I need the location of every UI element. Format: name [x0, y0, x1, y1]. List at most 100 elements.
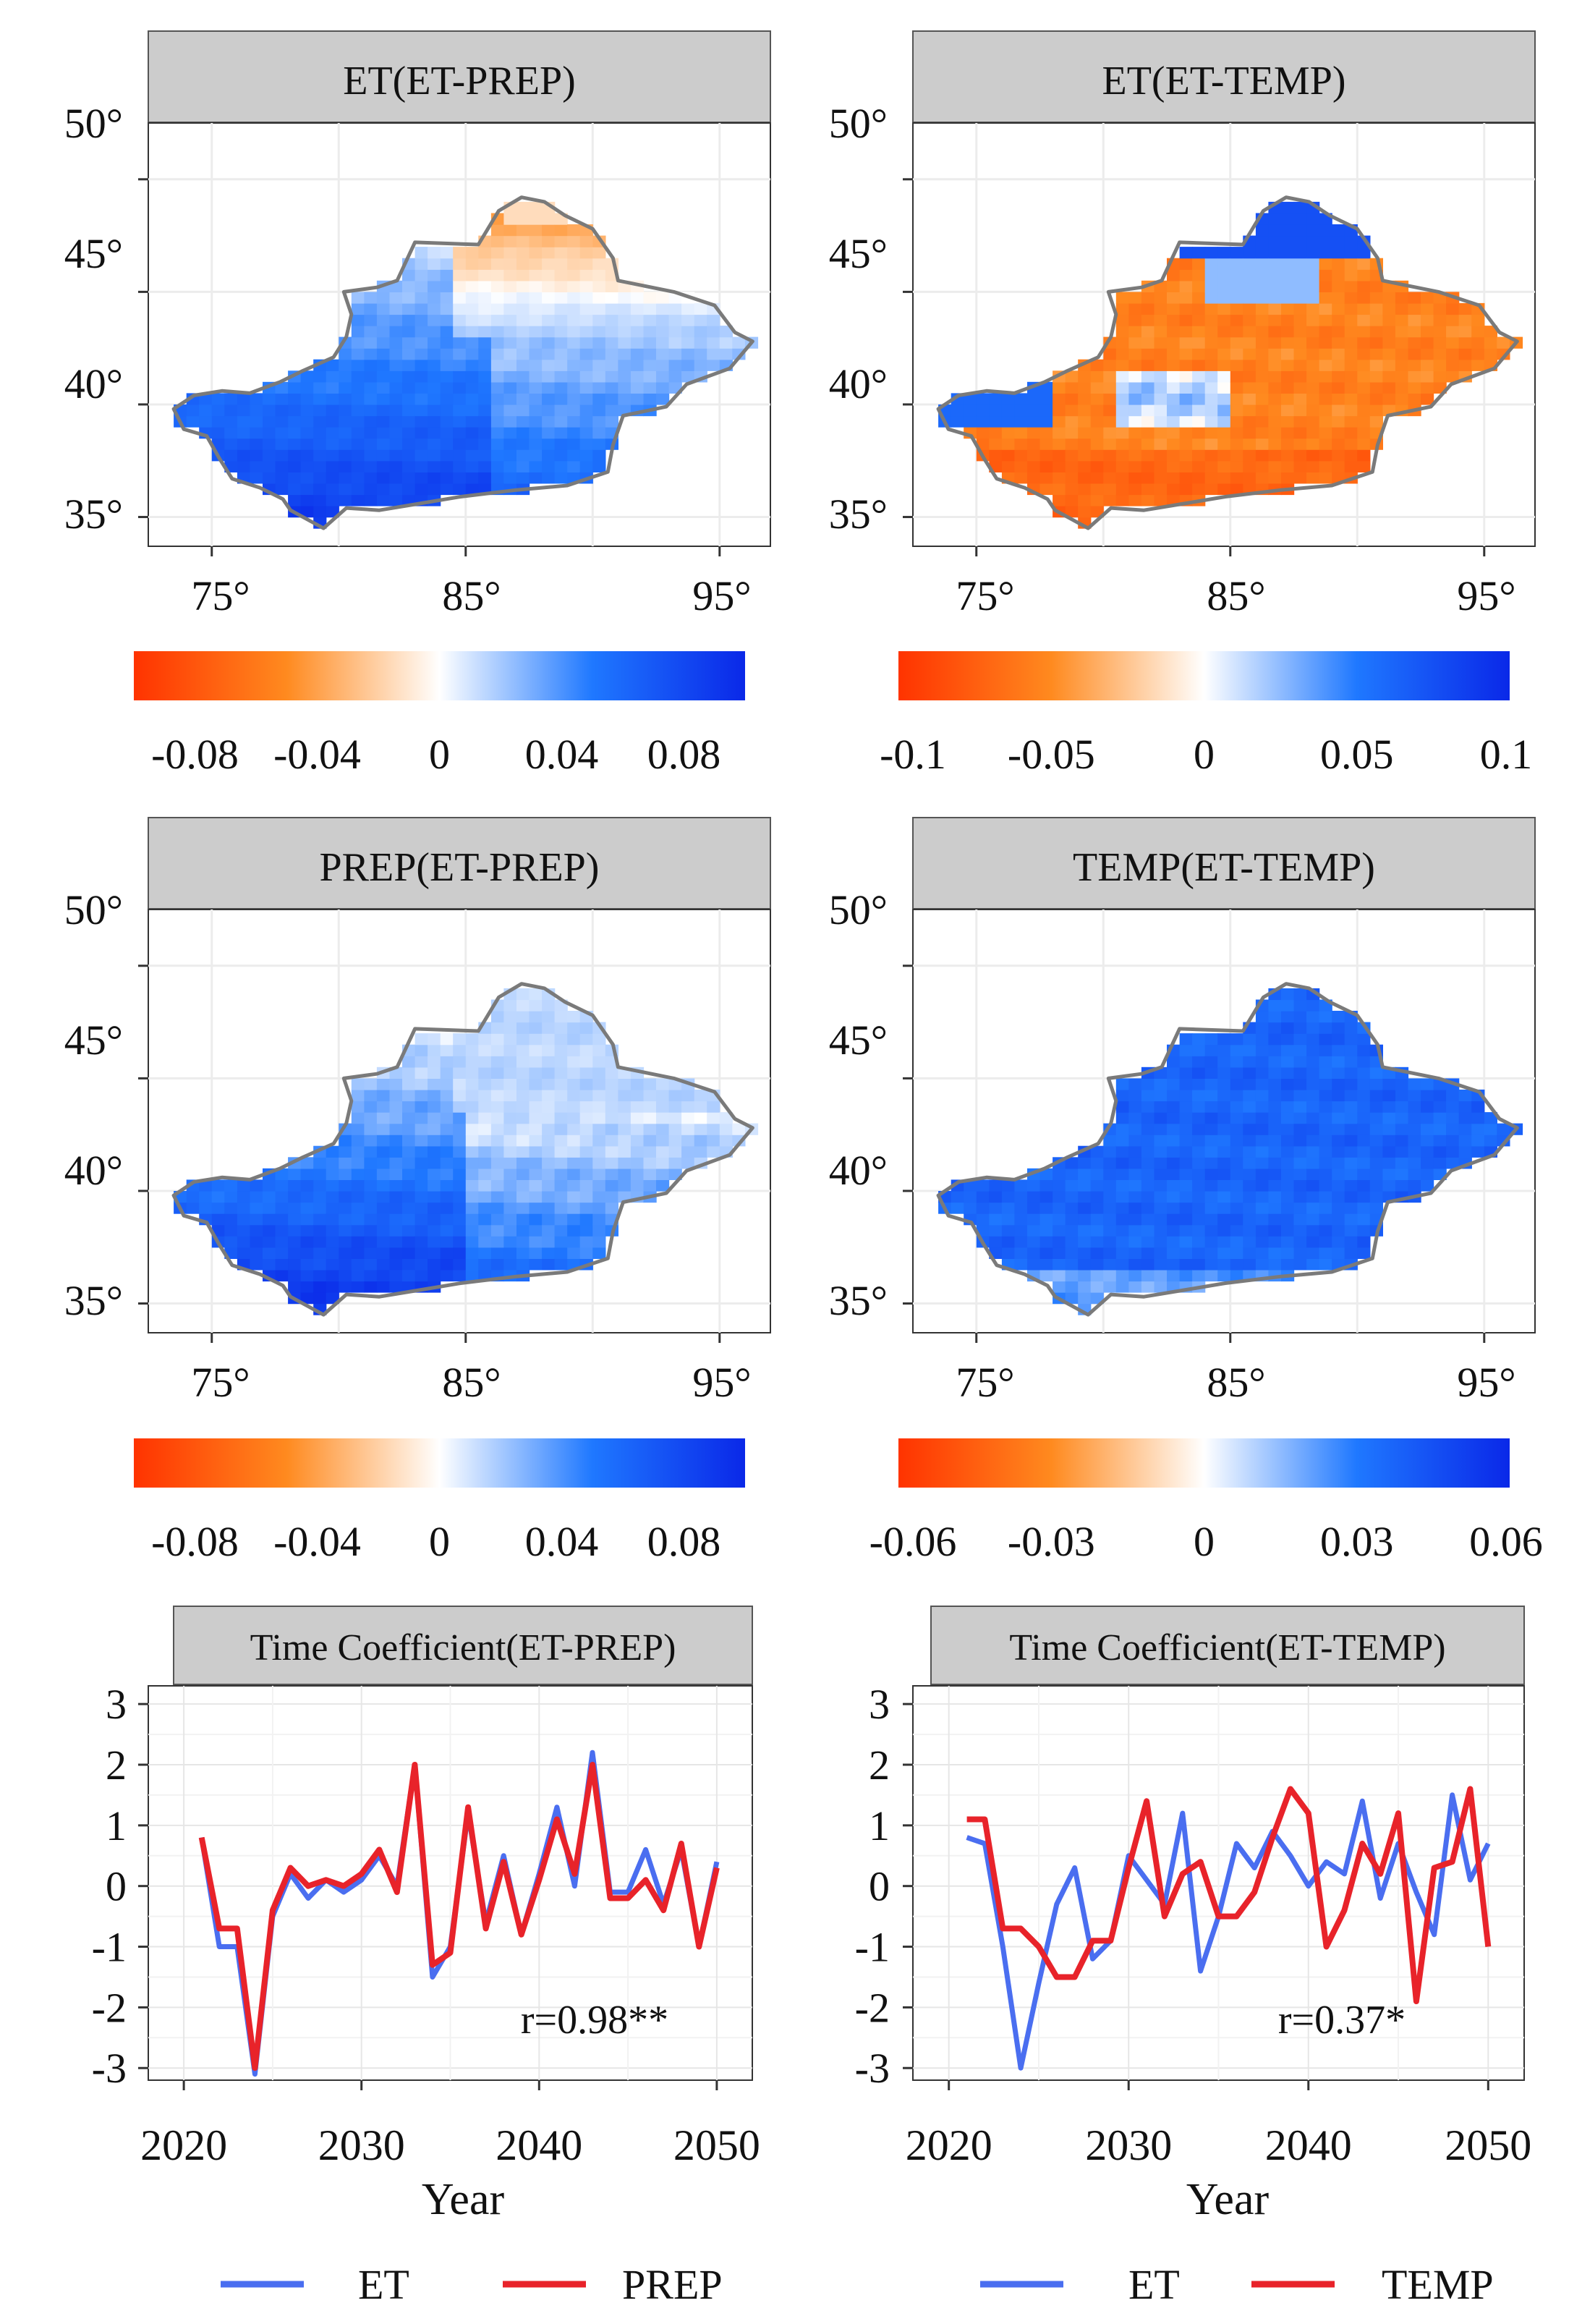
map-cell — [719, 1123, 733, 1135]
map-cell — [579, 1168, 593, 1180]
map-cell — [1039, 1258, 1053, 1271]
map-cell — [490, 438, 505, 450]
map-cell — [288, 415, 302, 428]
map-cell — [1078, 506, 1092, 518]
map-cell — [339, 359, 352, 371]
map-cell — [1204, 1179, 1218, 1192]
map-cell — [364, 326, 378, 338]
map-cell — [1053, 483, 1066, 496]
map-cell — [376, 1191, 391, 1203]
map-cell — [1204, 1044, 1218, 1056]
map-cell — [1319, 1224, 1332, 1237]
map-cell — [503, 280, 517, 292]
map-cell — [1332, 1011, 1345, 1023]
map-cell — [1192, 1168, 1206, 1180]
map-cell — [1332, 1224, 1345, 1237]
map-cell — [656, 1157, 670, 1169]
map-cell — [592, 1247, 606, 1259]
map-cell — [1293, 1011, 1307, 1023]
map-cell — [351, 381, 365, 394]
map-cell — [1154, 359, 1168, 371]
map-cell — [313, 1292, 327, 1305]
map-cell — [516, 1236, 530, 1248]
map-cell — [529, 472, 543, 484]
map-cell — [554, 393, 568, 405]
map-cell — [1281, 269, 1295, 281]
map-cell — [1458, 1145, 1472, 1158]
map-cell — [351, 1202, 365, 1214]
map-cell — [605, 314, 618, 326]
map-cell — [592, 1236, 606, 1248]
map-cell — [1281, 449, 1295, 462]
map-cell — [199, 1179, 213, 1192]
map-cell — [1115, 1157, 1129, 1169]
map-cell — [630, 1168, 645, 1180]
map-cell — [1255, 1089, 1270, 1102]
map-cell — [1255, 1213, 1270, 1226]
map-cell — [656, 381, 670, 394]
map-cell — [376, 494, 391, 506]
map-cell — [465, 370, 479, 383]
map-cell — [1369, 415, 1383, 428]
map-cell — [605, 1179, 618, 1192]
map-cell — [694, 314, 707, 326]
map-cell — [1408, 336, 1421, 349]
map-cell — [237, 404, 251, 417]
map-cell — [1433, 1145, 1447, 1158]
map-cell — [428, 1078, 441, 1090]
map-cell — [1154, 1202, 1168, 1214]
map-cell — [1268, 1179, 1282, 1192]
map-title-strip — [912, 817, 1536, 909]
map-cell — [414, 1202, 428, 1214]
map-cell — [1357, 258, 1371, 270]
map-cell — [516, 348, 530, 360]
map-cell — [1154, 449, 1168, 462]
map-cell — [1268, 1157, 1282, 1169]
map-cell — [1204, 415, 1218, 428]
map-cell — [656, 1135, 670, 1147]
map-cell — [1230, 1168, 1243, 1180]
map-cell — [529, 370, 543, 383]
map-cell — [656, 1112, 670, 1124]
map-cell — [1027, 1179, 1041, 1192]
map-cell — [1344, 1202, 1358, 1214]
legend: ET TEMP — [980, 2261, 1494, 2308]
map-cell — [237, 438, 251, 450]
map-cell — [275, 1202, 289, 1214]
map-cell — [618, 359, 632, 371]
map-cell — [503, 449, 517, 462]
map-cell — [643, 314, 657, 326]
map-cell — [554, 404, 568, 417]
map-cell — [592, 438, 606, 450]
y-tick-label: 2 — [869, 1742, 890, 1789]
map-cell — [453, 438, 467, 450]
map-cell — [567, 359, 581, 371]
map-cell — [1281, 1202, 1295, 1214]
map-cell — [326, 1179, 339, 1192]
map-cell — [339, 1258, 352, 1271]
map-cell — [1268, 404, 1282, 417]
map-raster — [938, 201, 1523, 529]
map-cell — [1293, 292, 1307, 304]
map-cell — [1141, 1089, 1155, 1102]
map-cell — [389, 348, 403, 360]
map-cell — [1204, 1258, 1218, 1271]
map-cell — [1115, 483, 1129, 496]
map-cell — [1255, 326, 1270, 338]
map-cell — [1027, 415, 1041, 428]
map-cell — [516, 1033, 530, 1046]
map-cell — [1192, 1123, 1206, 1135]
x-tick-label: 2020 — [906, 2121, 992, 2169]
map-cell — [1179, 1258, 1193, 1271]
map-cell — [681, 370, 695, 383]
map-cell — [542, 393, 556, 405]
map-cell — [1408, 314, 1421, 326]
map-cell — [989, 404, 1003, 417]
map-cell — [364, 1157, 378, 1169]
map-cell — [1192, 1089, 1206, 1102]
map-cell — [250, 1258, 263, 1271]
map-cell — [1281, 1213, 1295, 1226]
map-cell — [1395, 1157, 1409, 1169]
map-cell — [1078, 483, 1092, 496]
